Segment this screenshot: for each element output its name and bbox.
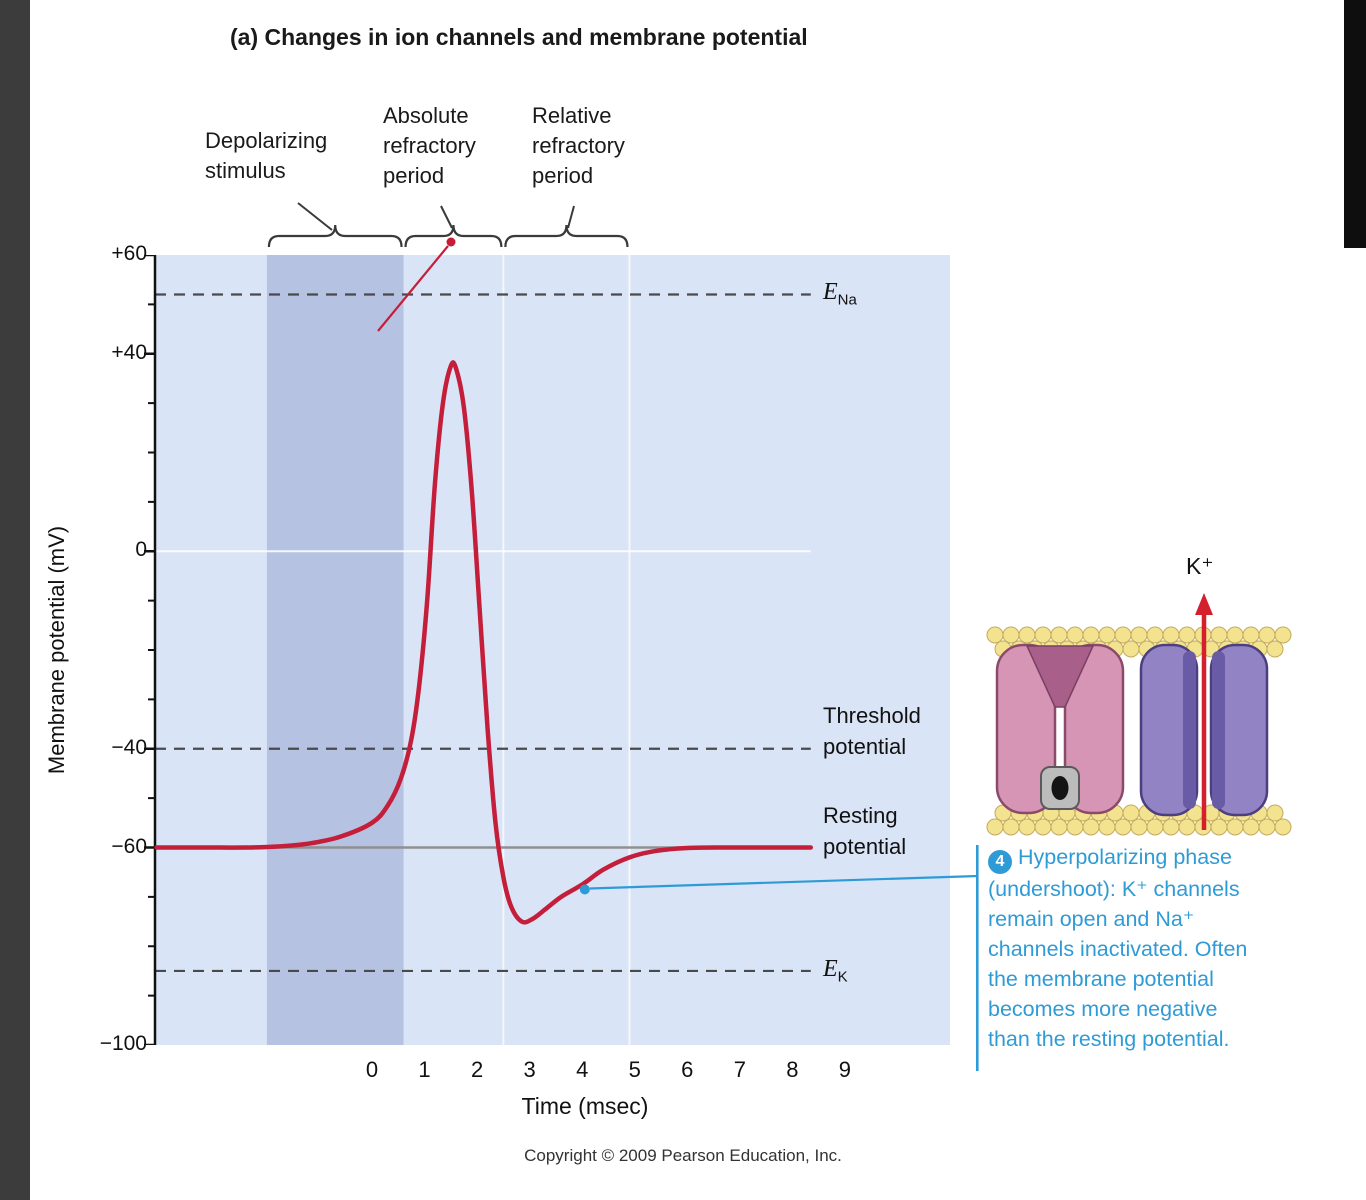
x-tick-label: 7	[733, 1057, 746, 1082]
figure-title: (a) Changes in ion channels and membrane…	[230, 24, 808, 50]
ek-subscript: K	[837, 968, 848, 986]
resting-potential-label: Resting potential	[823, 803, 907, 859]
region-brace	[267, 224, 403, 248]
depolarizing-stimulus-label: Depolarizing stimulus	[205, 128, 328, 183]
ion-channel-illustration	[986, 593, 1292, 836]
hyperpolarizing-note: 4 Hyperpolarizing phase (undershoot): K⁺ …	[988, 842, 1324, 1054]
threshold-potential-label: Threshold potential	[823, 703, 921, 759]
k-channel-open	[1139, 643, 1269, 817]
blue-note-rule	[976, 845, 979, 1071]
y-tick-label: −40	[111, 735, 147, 759]
right-edge-bar	[1344, 0, 1366, 248]
k-efflux-arrow	[1195, 593, 1213, 830]
x-axis-title: Time (msec)	[521, 1093, 649, 1119]
x-tick-label: 4	[576, 1057, 589, 1082]
y-tick-label: −100	[99, 1032, 147, 1055]
label-connector	[297, 202, 333, 231]
y-tick-label: +60	[111, 242, 147, 265]
x-tick-label: 3	[523, 1057, 536, 1082]
x-tick-label: 9	[838, 1057, 852, 1082]
x-tick-label: 1	[418, 1057, 431, 1082]
x-tick-label: 0	[365, 1057, 379, 1082]
x-tick-label: 8	[786, 1057, 799, 1082]
absolute-refractory-marker-dot	[446, 237, 456, 247]
x-tick-label: 6	[681, 1057, 694, 1082]
y-tick-label: +40	[111, 340, 147, 364]
label-connector	[567, 205, 575, 229]
y-tick-label: −60	[111, 834, 147, 858]
step-4-badge: 4	[988, 850, 1012, 874]
ena-subscript: Na	[837, 291, 857, 309]
hyperpolarizing-note-text: Hyperpolarizing phase (undershoot): K⁺ c…	[988, 845, 1248, 1051]
ena-symbol: E	[823, 279, 838, 305]
membrane-potential-chart	[144, 255, 950, 1045]
ena-label: ENa	[823, 276, 857, 315]
region-brace	[404, 224, 503, 248]
x-tick-label: 5	[628, 1057, 641, 1082]
na-channel-inactivated	[995, 643, 1125, 815]
relative-refractory-label: Relative refractory period	[532, 103, 625, 188]
stimulus-band	[266, 255, 404, 1045]
copyright-text: Copyright © 2009 Pearson Education, Inc.	[524, 1146, 842, 1165]
ek-symbol: E	[823, 956, 838, 982]
gate-pore	[1051, 776, 1069, 800]
k-ion-label: K⁺	[1186, 553, 1214, 579]
left-edge-bar	[0, 0, 30, 1200]
y-tick-label: 0	[135, 538, 147, 562]
absolute-refractory-label: Absolute refractory period	[383, 103, 476, 188]
ek-label: EK	[823, 953, 848, 992]
x-tick-label: 2	[470, 1057, 484, 1082]
y-axis-title: Membrane potential (mV)	[44, 525, 69, 775]
label-connector	[440, 205, 453, 229]
region-brace	[504, 224, 629, 248]
